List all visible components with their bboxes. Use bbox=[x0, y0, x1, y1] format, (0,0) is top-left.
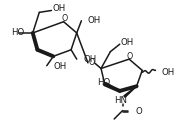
Text: OH: OH bbox=[53, 62, 66, 71]
Text: O: O bbox=[127, 52, 133, 61]
Text: OH: OH bbox=[162, 68, 175, 77]
Text: HO: HO bbox=[11, 28, 25, 37]
Text: O: O bbox=[136, 107, 142, 116]
Text: OH: OH bbox=[52, 4, 66, 13]
Polygon shape bbox=[124, 86, 137, 97]
Text: HN: HN bbox=[114, 96, 127, 105]
Text: OH: OH bbox=[121, 38, 134, 47]
Text: O: O bbox=[89, 58, 95, 67]
Text: HO: HO bbox=[97, 78, 111, 87]
Text: OH: OH bbox=[87, 16, 100, 25]
Text: OH: OH bbox=[83, 55, 97, 64]
Text: O: O bbox=[61, 14, 68, 23]
